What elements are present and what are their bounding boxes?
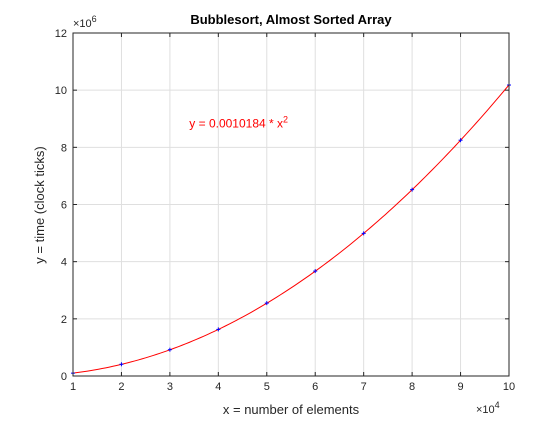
x-tick-label: 4 bbox=[215, 381, 221, 393]
x-tick-label: 1 bbox=[70, 381, 76, 393]
x-tick-label: 6 bbox=[312, 381, 318, 393]
y-tick-label: 12 bbox=[55, 28, 67, 40]
data-point bbox=[119, 362, 124, 367]
y-tick-label: 10 bbox=[55, 85, 67, 97]
x-tick-label: 7 bbox=[361, 381, 367, 393]
data-point bbox=[361, 231, 366, 236]
fit-equation-text: y = 0.0010184 * x bbox=[189, 116, 283, 130]
y-exponent-label: ×106 bbox=[73, 14, 97, 30]
fit-curve-line bbox=[72, 84, 510, 374]
y-tick-label: 0 bbox=[61, 371, 67, 383]
data-point bbox=[313, 269, 318, 274]
x-tick-label: 5 bbox=[264, 381, 270, 393]
y-tick-label: 8 bbox=[61, 142, 67, 154]
y-tick-label: 2 bbox=[61, 314, 67, 326]
x-exponent-label: ×104 bbox=[476, 400, 500, 416]
x-exponent-base: ×10 bbox=[476, 404, 495, 416]
y-axis-label: y = time (clock ticks) bbox=[32, 146, 47, 263]
y-exponent-power: 6 bbox=[92, 14, 97, 24]
fit-equation-label: y = 0.0010184 * x2 bbox=[189, 114, 288, 130]
data-point bbox=[216, 327, 221, 332]
data-point bbox=[458, 138, 463, 143]
x-exponent-power: 4 bbox=[495, 400, 500, 410]
data-point bbox=[410, 187, 415, 192]
x-tick-label: 2 bbox=[118, 381, 124, 393]
data-point bbox=[264, 301, 269, 306]
x-tick-label: 3 bbox=[167, 381, 173, 393]
x-tick-label: 9 bbox=[457, 381, 463, 393]
x-axis-label: x = number of elements bbox=[223, 402, 360, 417]
fit-equation-power: 2 bbox=[283, 114, 288, 124]
y-tick-label: 6 bbox=[61, 200, 67, 212]
y-exponent-base: ×10 bbox=[73, 18, 92, 30]
x-tick-label: 10 bbox=[503, 381, 515, 393]
x-tick-label: 8 bbox=[409, 381, 415, 393]
fit-curve-layer bbox=[72, 84, 510, 374]
ticks-layer bbox=[72, 32, 510, 377]
y-tick-label: 4 bbox=[61, 257, 67, 269]
data-point bbox=[167, 347, 172, 352]
chart-title: Bubblesort, Almost Sorted Array bbox=[190, 12, 392, 27]
